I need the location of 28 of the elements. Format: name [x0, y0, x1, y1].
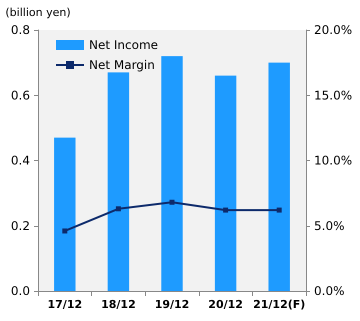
- y2-tick-label: 20.0%: [314, 23, 352, 37]
- y-tick-label: 0.8: [10, 23, 30, 37]
- bar: [268, 62, 290, 291]
- bar: [54, 138, 76, 291]
- x-tick-label: 20/12: [208, 298, 243, 311]
- legend-label: Net Income: [89, 38, 158, 52]
- bar: [108, 72, 130, 291]
- y2-tick-label: 0.0%: [314, 284, 344, 298]
- bar: [161, 56, 183, 291]
- y2-tick-label: 15.0%: [314, 88, 352, 102]
- y-axis-title: (billion yen): [5, 6, 71, 19]
- x-tick-label: 21/12(F): [253, 298, 306, 311]
- x-tick-label: 17/12: [47, 298, 82, 311]
- point: [276, 208, 282, 213]
- y-tick-label: 0.2: [10, 218, 30, 233]
- y-tick-label: 0.4: [10, 154, 30, 168]
- point: [170, 200, 174, 205]
- point: [223, 208, 228, 213]
- y2-tick-label: 5.0%: [314, 218, 344, 233]
- x-tick-label: 18/12: [101, 298, 136, 311]
- y-tick-label: 0.6: [10, 88, 30, 102]
- y2-tick-label: 10.0%: [314, 154, 352, 168]
- legend-label: Net Margin: [89, 58, 155, 72]
- y-tick-label: 0.0: [10, 284, 30, 298]
- bar: [214, 76, 236, 291]
- point: [62, 228, 68, 234]
- x-tick-label: 19/12: [154, 298, 190, 311]
- point: [116, 206, 121, 212]
